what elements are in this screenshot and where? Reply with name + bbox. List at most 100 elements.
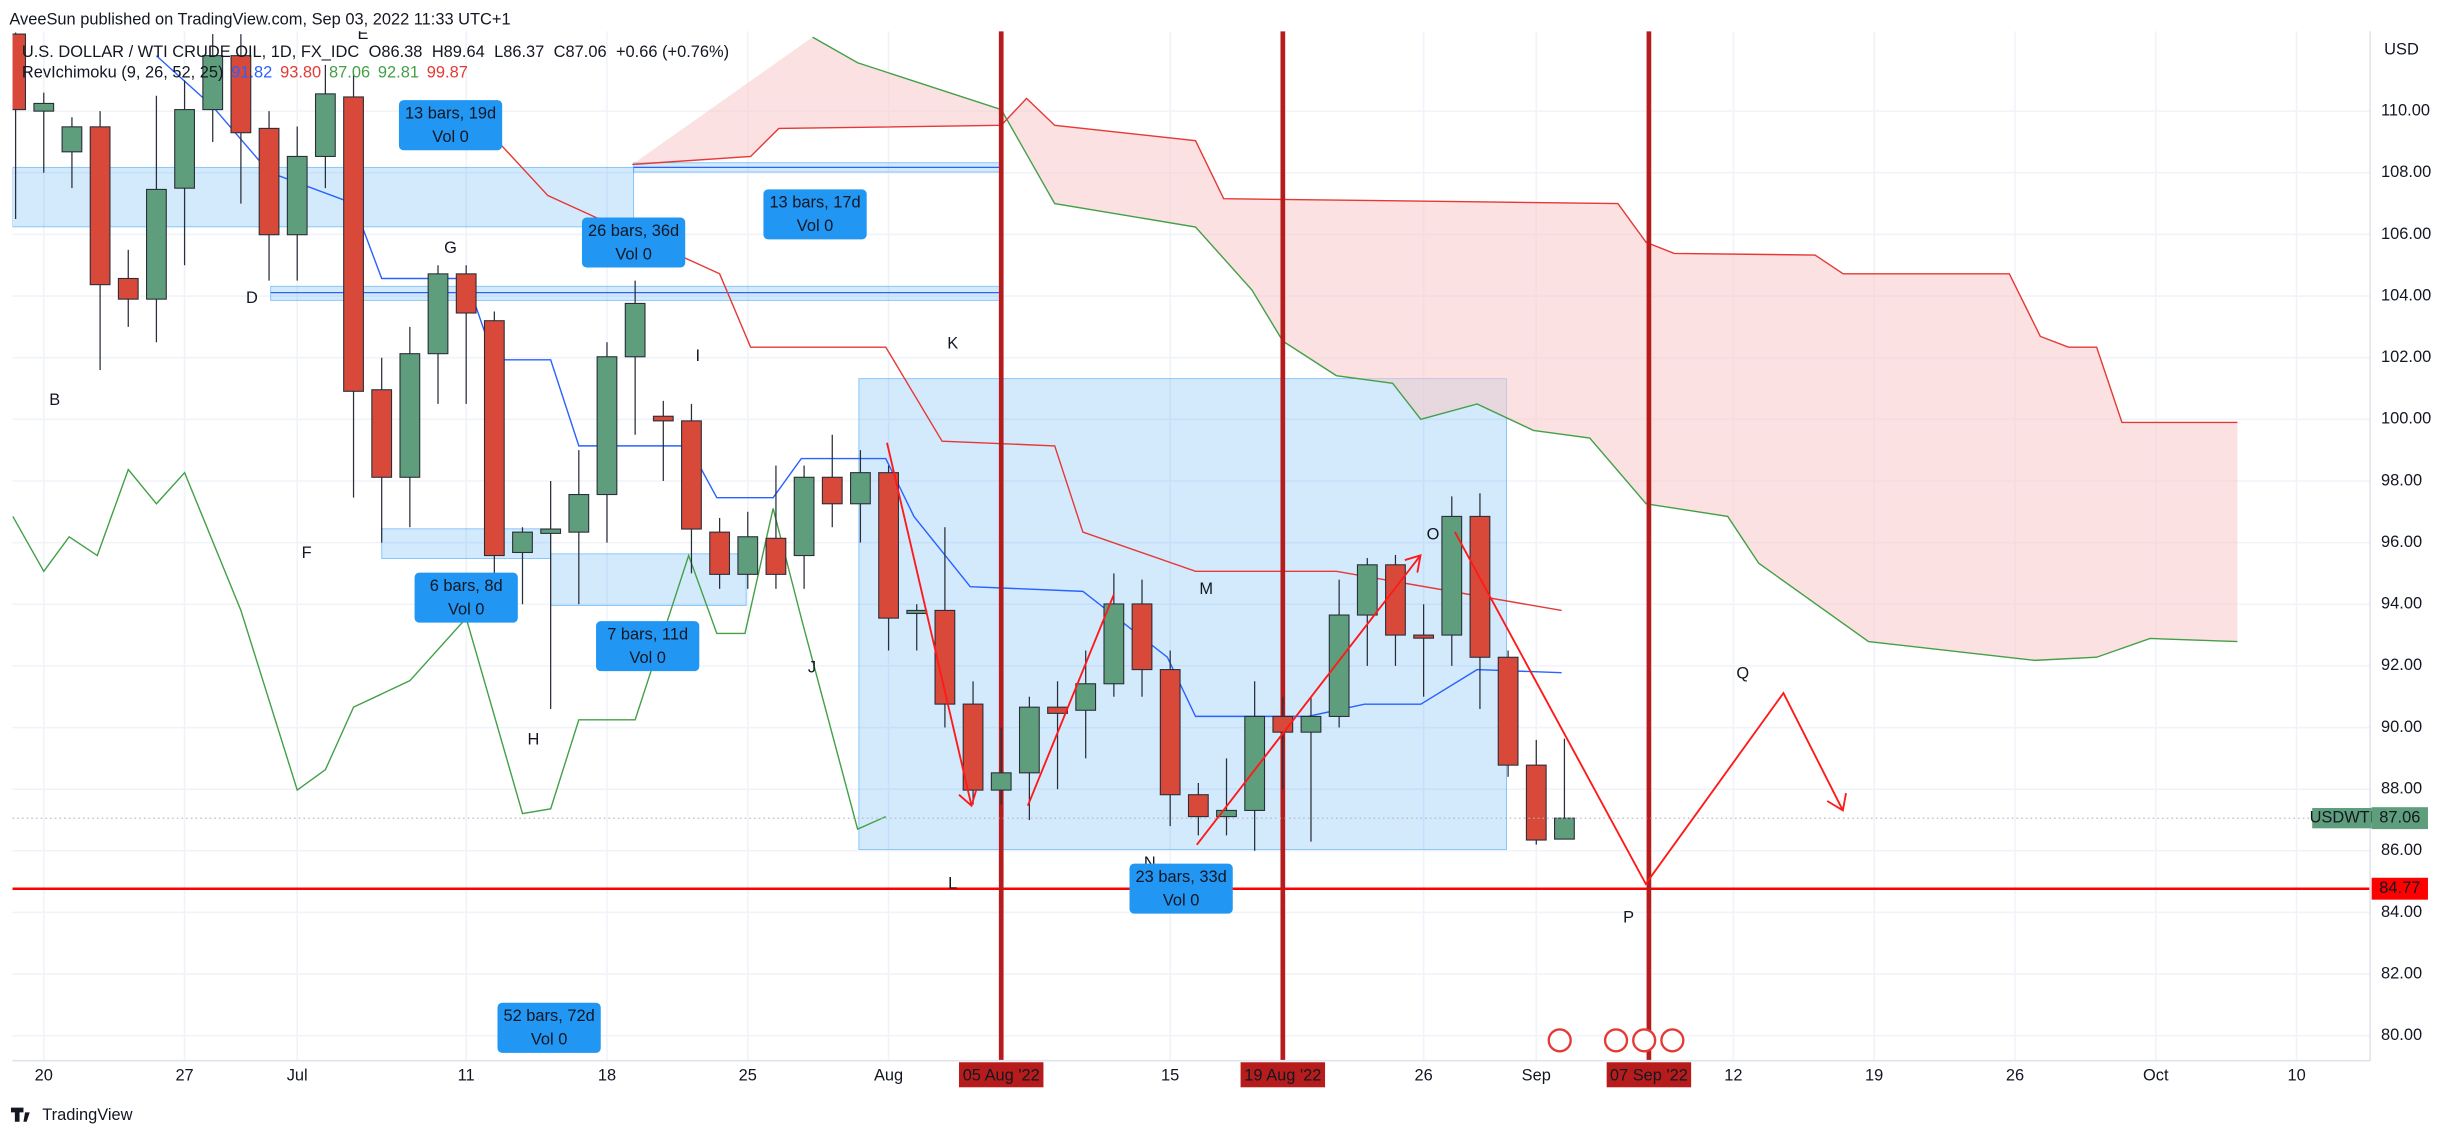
level-label: 84.77: [2379, 879, 2420, 897]
x-tick-label: 19: [1865, 1067, 1883, 1085]
annotation: I: [695, 347, 700, 365]
candle-body: [1244, 715, 1266, 811]
measure-volume: Vol 0: [432, 128, 469, 146]
candle-body: [33, 102, 55, 112]
annotation: P: [1623, 909, 1634, 927]
tv-logo: TradingView: [10, 1106, 133, 1124]
measure-volume: Vol 0: [797, 217, 834, 235]
measure-volume: Vol 0: [448, 600, 485, 618]
event-icon: [1632, 1028, 1657, 1053]
annotation: Q: [1736, 665, 1749, 683]
candle-body: [1469, 515, 1491, 658]
y-tick-label: 92.00: [2381, 656, 2422, 674]
measure-range: 6 bars, 8d: [430, 577, 503, 595]
measure-box: [581, 217, 686, 268]
trend-arrow: [1196, 554, 1422, 846]
candle-body: [1385, 564, 1406, 636]
candle-body: [1159, 669, 1181, 796]
candle-body: [540, 528, 562, 534]
ohlc-label: C87.06: [554, 44, 607, 62]
x-tick-label: Jul: [287, 1067, 308, 1085]
date-tag: [1240, 1062, 1326, 1088]
x-tick-label: 27: [175, 1067, 193, 1085]
candle-body: [1187, 794, 1209, 818]
last-price-label: 87.06: [2379, 808, 2420, 826]
x-tick-label: 26: [2006, 1067, 2024, 1085]
event-icon: [1660, 1028, 1685, 1053]
candle-body: [652, 415, 674, 422]
candle-body: [343, 96, 364, 392]
event-icon: [1603, 1028, 1629, 1053]
y-tick-label: 86.00: [2381, 841, 2422, 859]
y-tick-label: 100.00: [2381, 410, 2431, 428]
ohlc-label: L86.37: [494, 44, 544, 62]
level-tag: [2371, 877, 2428, 900]
ohlc-label: +0.66 (+0.76%): [616, 44, 729, 62]
measure-range: 7 bars, 11d: [607, 626, 688, 644]
x-tick-label: 20: [35, 1067, 53, 1085]
y-tick-label: 98.00: [2381, 471, 2422, 489]
annotation: G: [444, 239, 457, 257]
candle-body: [568, 493, 590, 533]
indicator-line: [12, 468, 887, 831]
indicator-value: 87.06: [329, 64, 370, 82]
indicator-value: 91.82: [231, 64, 272, 82]
indicator-value: 93.80: [280, 64, 321, 82]
legend-symbol: U.S. DOLLAR / WTI CRUDE OIL, 1D, FX_IDC O…: [22, 44, 729, 62]
x-tick-label: 12: [1724, 1067, 1742, 1085]
publisher: AveeSun published on TradingView.com, Se…: [9, 11, 510, 29]
annotation: B: [49, 391, 60, 409]
x-tick-label: 15: [1161, 1067, 1179, 1085]
candle-body: [1328, 614, 1350, 717]
cloud-fill: [632, 37, 2238, 661]
legend: U.S. DOLLAR / WTI CRUDE OIL, 1D, FX_IDC O…: [22, 44, 729, 82]
candle-body: [1018, 706, 1040, 774]
candle-body: [399, 353, 421, 478]
y-tick-label: 80.00: [2381, 1026, 2422, 1044]
last-price-tag: [2371, 807, 2428, 830]
x-tick-label: 11: [458, 1067, 475, 1085]
candle-body: [1216, 809, 1237, 818]
candle-body: [1441, 515, 1463, 636]
ohlc-label: H89.64: [432, 44, 485, 62]
y-tick-label: 82.00: [2381, 964, 2422, 982]
candle-body: [146, 188, 167, 300]
trend-arrow: [886, 442, 978, 808]
candle-body: [314, 93, 336, 157]
candle-body: [709, 531, 731, 575]
footer: TradingView: [42, 1106, 132, 1124]
measure-range: 52 bars, 72d: [503, 1007, 594, 1025]
annotation: J: [808, 658, 816, 676]
y-tick-label: 104.00: [2381, 286, 2431, 304]
date-label: 07 Sep '22: [1610, 1067, 1688, 1085]
measure-volume: Vol 0: [629, 649, 666, 667]
candle-body: [624, 302, 646, 358]
y-tick-label: 106.00: [2381, 225, 2431, 243]
candle-body: [1356, 564, 1378, 616]
y-tick-label: 94.00: [2381, 595, 2422, 613]
x-tick-label: 26: [1414, 1067, 1432, 1085]
candle-body: [990, 772, 1012, 791]
indicator-value: 92.81: [378, 64, 419, 82]
x-tick-label: 25: [739, 1067, 757, 1085]
indicator-value: 99.87: [427, 64, 468, 82]
ohlc-label: O86.38: [369, 44, 423, 62]
annotation: N: [1144, 854, 1156, 872]
candle-body: [427, 273, 449, 355]
measure-volume: Vol 0: [615, 245, 651, 263]
event-icon: [1547, 1028, 1572, 1053]
y-tick-label: 110.00: [2381, 101, 2430, 119]
measure-volume: Vol 0: [531, 1031, 568, 1049]
candle-body: [1131, 603, 1153, 671]
symbol-name: U.S. DOLLAR / WTI CRUDE OIL, 1D, FX_IDC: [22, 44, 359, 62]
measure-range: 13 bars, 19d: [405, 105, 496, 123]
annotation: L: [948, 874, 957, 892]
candle-body: [765, 537, 787, 575]
date-tag: [958, 1062, 1044, 1088]
annotation: M: [1199, 580, 1213, 598]
candle-body: [1554, 817, 1575, 840]
measure-box: [763, 189, 867, 240]
plot-area: B D E F G H I J K L M N O P Q 13 bars, 19d Vol 0 26 bars,…: [12, 31, 2371, 1061]
y-tick-label: 102.00: [2381, 348, 2431, 366]
date-label: 05 Aug '22: [963, 1067, 1040, 1085]
